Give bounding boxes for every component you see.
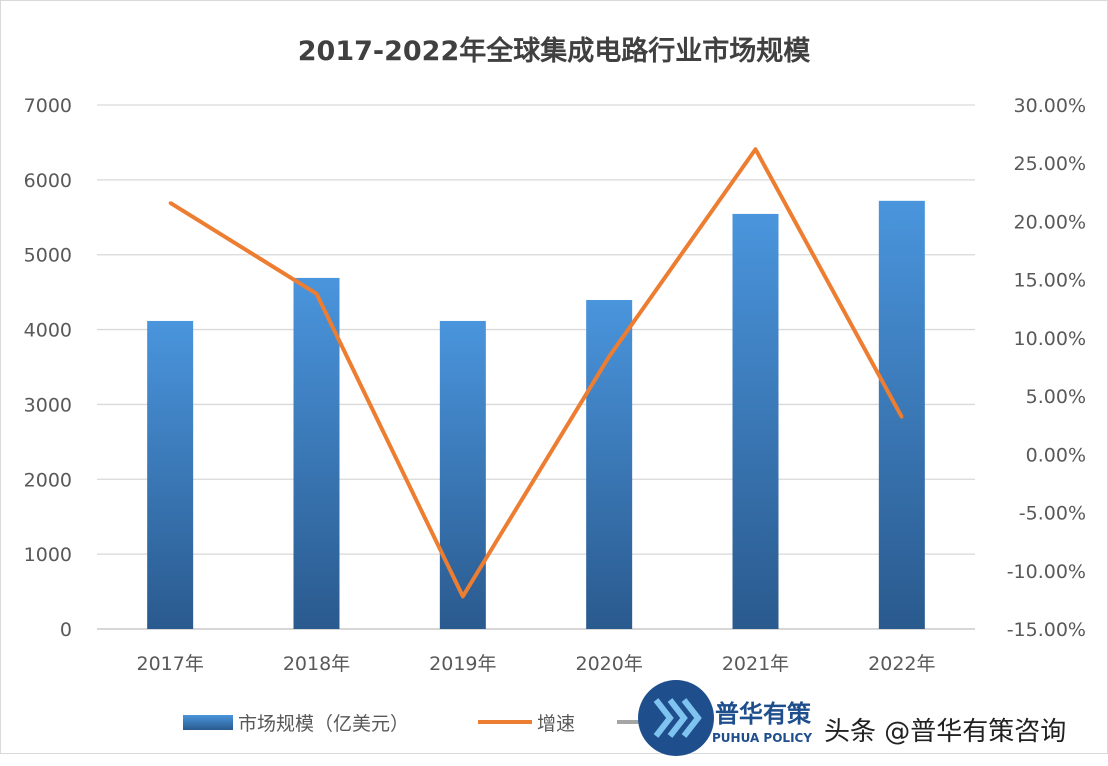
y-right-tick-label: 0.00% <box>1026 444 1086 466</box>
y-left-tick-label: 5000 <box>24 245 72 267</box>
x-tick-label: 2019年 <box>429 653 496 675</box>
x-tick-label: 2017年 <box>136 653 203 675</box>
bar-2019年 <box>439 320 486 629</box>
growth-point-2022年 <box>900 415 904 419</box>
bar-2018年 <box>293 277 340 629</box>
watermark-logo-en: PUHUA POLICY <box>712 731 812 745</box>
y-right-tick-label: 25.00% <box>1014 153 1086 175</box>
y-left-tick-label: 6000 <box>24 170 72 192</box>
bar-2017年 <box>147 320 194 629</box>
growth-point-2020年 <box>607 355 611 359</box>
y-right-tick-label: 10.00% <box>1014 328 1086 350</box>
y-right-tick-label: 15.00% <box>1014 270 1086 292</box>
growth-line <box>169 147 904 599</box>
growth-point-2021年 <box>754 147 757 151</box>
watermark-logo-icon <box>638 680 714 756</box>
y-left-tick-label: 2000 <box>24 469 72 491</box>
x-tick-label: 2020年 <box>575 653 642 675</box>
watermark-text: 头条 @普华有策咨询 <box>824 717 1066 747</box>
y-left-tick-label: 1000 <box>24 544 72 566</box>
y-right-tick-label: -15.00% <box>1007 619 1086 641</box>
y-right-tick-label: 5.00% <box>1026 386 1086 408</box>
y-right-tick-label: -5.00% <box>1019 503 1086 525</box>
legend-bar-swatch <box>183 715 233 730</box>
growth-point-2017年 <box>168 201 172 205</box>
bar-2020年 <box>586 300 633 629</box>
y-left-tick-label: 7000 <box>24 95 72 117</box>
x-tick-label: 2021年 <box>722 653 789 675</box>
bar-2021年 <box>732 213 779 629</box>
y-left-tick-label: 3000 <box>24 394 72 416</box>
legend-bar-label: 市场规模（亿美元） <box>238 713 409 735</box>
y-right-tick-label: 30.00% <box>1014 95 1086 117</box>
growth-point-2018年 <box>315 292 318 296</box>
y-left-tick-label: 4000 <box>24 320 72 342</box>
x-tick-label: 2018年 <box>283 653 350 675</box>
y-right-tick-label: 20.00% <box>1014 211 1086 233</box>
growth-point-2019年 <box>461 594 465 598</box>
x-tick-label: 2022年 <box>868 653 935 675</box>
y-right-tick-label: -10.00% <box>1007 561 1086 583</box>
watermark-logo-cn: 普华有策 <box>715 700 812 728</box>
chart-title: 2017-2022年全球集成电路行业市场规模 <box>298 35 811 67</box>
y-left-tick-label: 0 <box>60 619 72 641</box>
watermark: 普华有策 PUHUA POLICY 头条 @普华有策咨询 <box>638 680 1066 756</box>
legend-line-label: 增速 <box>537 713 575 735</box>
